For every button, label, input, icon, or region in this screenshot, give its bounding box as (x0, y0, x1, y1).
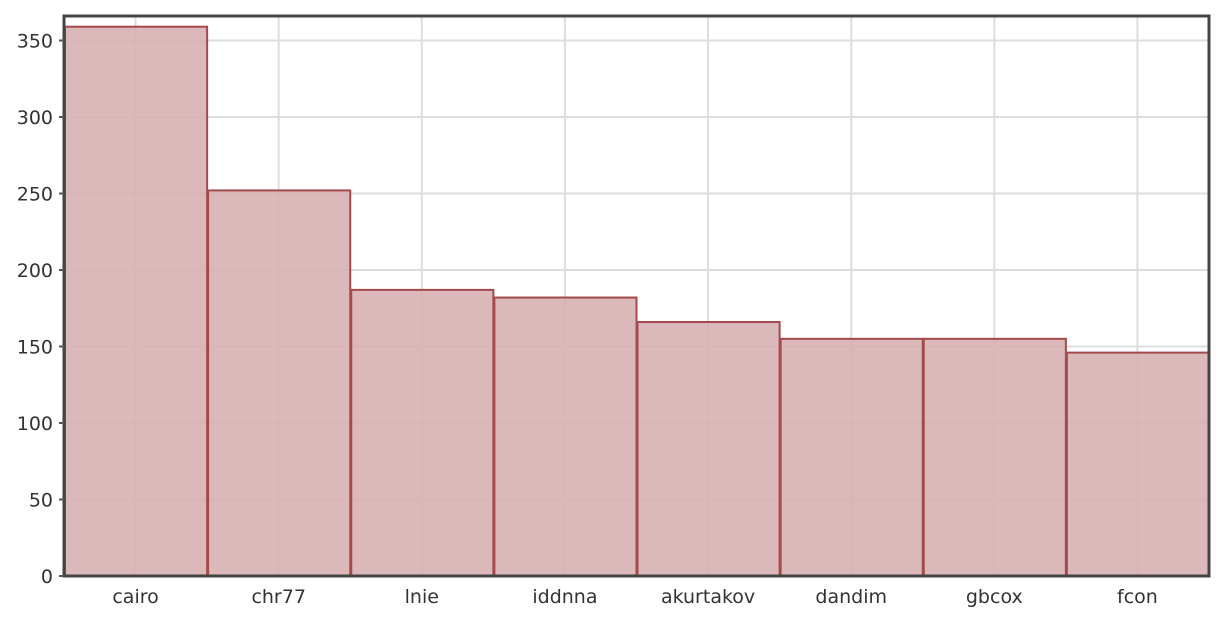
x-tick-label: dandim (815, 586, 887, 608)
bar-lnie (350, 288, 495, 577)
plot-border (62, 14, 1211, 578)
y-tick-label: 100 (17, 413, 53, 435)
y-tick-label: 350 (17, 30, 53, 52)
x-tick-label: chr77 (251, 586, 305, 608)
bar-cairo (64, 25, 209, 577)
y-tick-label: 200 (17, 260, 53, 282)
y-tick-label: 0 (41, 566, 53, 588)
x-tick-label: gbcox (966, 586, 1023, 608)
x-tick-label: cairo (112, 586, 158, 608)
y-axis-ticks: 0 50 100 150 200 250 300 350 (17, 30, 64, 588)
bars (64, 25, 1210, 578)
plot-frame (62, 14, 1211, 578)
x-tick-label: lnie (405, 586, 439, 608)
bar-akurtakov (636, 321, 781, 577)
bar-fcon (1065, 351, 1210, 578)
x-tick-label: akurtakov (661, 586, 755, 608)
x-axis-ticks: cairo chr77 lnie iddnna akurtakov dandim gbcox… (112, 586, 1157, 608)
x-tick-label: fcon (1117, 586, 1158, 608)
bar-iddnna (493, 296, 638, 577)
bar-gbcox (922, 337, 1067, 577)
y-tick-label: 250 (17, 183, 53, 205)
bar-chr77 (207, 189, 352, 577)
x-tick-label: iddnna (532, 586, 597, 608)
y-tick-label: 150 (17, 336, 53, 358)
y-tick-label: 50 (29, 489, 53, 511)
bar-dandim (779, 337, 924, 577)
y-tick-label: 300 (17, 107, 53, 129)
